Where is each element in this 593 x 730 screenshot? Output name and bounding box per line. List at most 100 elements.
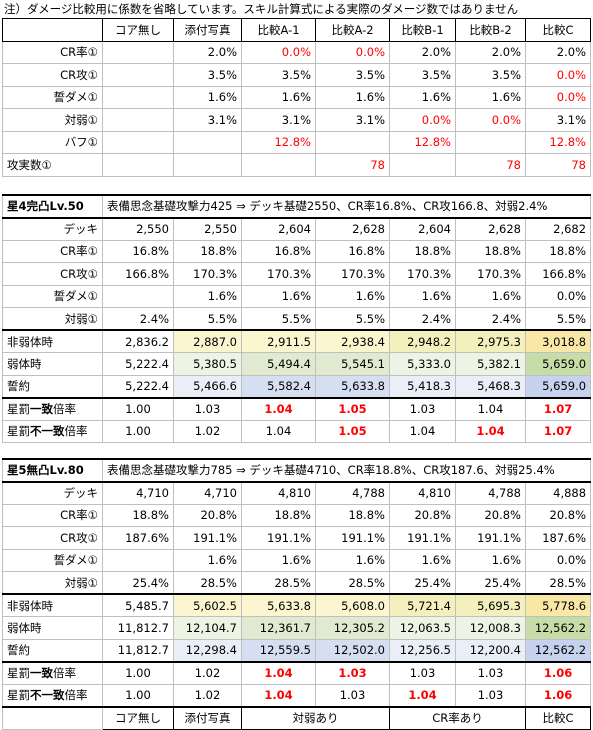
value-cell: 191.1% xyxy=(389,526,456,550)
calc-row: 非弱体時 2,836.2 2,887.0 2,911.5 2,938.4 2,948.2 2… xyxy=(2,329,592,353)
ratio-label-suffix: 倍率 xyxy=(53,666,76,680)
value-cell xyxy=(102,85,174,109)
calc-cell: 5,721.4 xyxy=(389,593,456,617)
value-cell: 170.3% xyxy=(241,262,316,286)
column-header: 比較A-1 xyxy=(241,18,316,42)
value-cell: 1.6% xyxy=(389,284,456,308)
value-cell: 28.5% xyxy=(524,571,592,595)
value-cell: 2.0% xyxy=(455,40,526,64)
calc-cell: 2,948.2 xyxy=(389,329,456,353)
ratio-label-prefix: 星罰 xyxy=(7,688,30,702)
value-cell: 187.6% xyxy=(102,526,174,550)
calc-cell: 5,380.5 xyxy=(173,352,242,376)
value-cell xyxy=(173,153,242,177)
value-cell: 2,604 xyxy=(389,216,456,241)
section-title-row: 星5無凸Lv.80 表備思念基礎攻撃力785 ⇒ デッキ基礎4710、CR率18.… xyxy=(2,458,592,482)
value-cell: 28.5% xyxy=(241,571,316,595)
value-cell: 18.8% xyxy=(455,239,526,263)
value-cell: 18.8% xyxy=(524,239,592,263)
column-header: 比較C xyxy=(525,18,591,42)
note-text: 注）ダメージ比較用に係数を省略しています。スキル計算式による実際のダメージ数では… xyxy=(4,2,519,16)
value-cell xyxy=(102,130,174,154)
ratio-cell: 1.07 xyxy=(524,419,592,443)
row-label: 誓約 xyxy=(2,374,103,398)
row-label: CR率① xyxy=(2,40,103,64)
ratio-cell: 1.04 xyxy=(241,396,316,421)
value-cell: 0.0% xyxy=(241,40,316,64)
table-row: 対弱① 3.1% 3.1% 3.1% 0.0% 0.0% 3.1% xyxy=(2,108,591,132)
row-label: CR率① xyxy=(2,503,103,527)
ratio-cell: 1.02 xyxy=(173,683,242,707)
row-label: 弱体時 xyxy=(2,352,103,376)
star4-table: 星4完凸Lv.50 表備思念基礎攻撃力425 ⇒ デッキ基礎2550、CR率16.… xyxy=(2,194,592,443)
value-cell: 1.6% xyxy=(389,548,456,572)
row-label: デッキ xyxy=(2,480,103,505)
value-cell xyxy=(173,130,242,154)
value-cell: 16.8% xyxy=(315,239,390,263)
calc-cell: 12,256.5 xyxy=(389,638,456,662)
value-cell: 20.8% xyxy=(173,503,242,527)
value-cell: 191.1% xyxy=(241,526,316,550)
table-row: デッキ 2,550 2,550 2,604 2,628 2,604 2,628 2,682 xyxy=(2,216,592,241)
ratio-label-key: 一致 xyxy=(30,402,53,416)
table-row: CR攻① 3.5% 3.5% 3.5% 3.5% 3.5% 0.0% xyxy=(2,63,591,87)
value-cell: 2.0% xyxy=(173,40,242,64)
value-cell: 5.5% xyxy=(173,307,242,331)
calc-cell: 5,333.0 xyxy=(389,352,456,376)
row-label: CR攻① xyxy=(2,262,103,286)
value-cell: 18.8% xyxy=(241,503,316,527)
value-cell: 3.1% xyxy=(241,108,316,132)
value-cell: 5.5% xyxy=(524,307,592,331)
footer-label: 比較C xyxy=(524,705,592,730)
value-cell: 2,550 xyxy=(102,216,174,241)
value-cell: 28.5% xyxy=(315,571,390,595)
value-cell xyxy=(102,108,174,132)
value-cell: 0.0% xyxy=(315,40,390,64)
ratio-cell: 1.06 xyxy=(524,660,592,685)
ratio-cell: 1.02 xyxy=(173,419,242,443)
value-cell: 2.4% xyxy=(102,307,174,331)
value-cell: 0.0% xyxy=(389,108,456,132)
calc-cell: 11,812.7 xyxy=(102,616,174,640)
row-label: CR攻① xyxy=(2,526,103,550)
calc-row: 非弱体時 5,485.7 5,602.5 5,633.8 5,608.0 5,721.4 5… xyxy=(2,593,592,617)
calc-row: 弱体時 11,812.7 12,104.7 12,361.7 12,305.2 12,06… xyxy=(2,616,592,640)
value-cell: 1.6% xyxy=(173,284,242,308)
value-cell: 25.4% xyxy=(455,571,526,595)
calc-row: 誓約 11,812.7 12,298.4 12,559.5 12,502.0 12,256… xyxy=(2,638,592,662)
calc-cell: 2,887.0 xyxy=(173,329,242,353)
calc-cell: 5,659.0 xyxy=(524,374,592,398)
calc-cell: 5,582.4 xyxy=(241,374,316,398)
row-label: 誓ダメ① xyxy=(2,548,103,572)
value-cell: 20.8% xyxy=(389,503,456,527)
ratio-label-suffix: 倍率 xyxy=(53,402,76,416)
value-cell: 4,810 xyxy=(241,480,316,505)
value-cell: 0.0% xyxy=(455,108,526,132)
section-info: 表備思念基礎攻撃力785 ⇒ デッキ基礎4710、CR率18.8%、CR攻187… xyxy=(101,458,592,482)
calc-cell: 5,608.0 xyxy=(315,593,390,617)
value-cell: 187.6% xyxy=(524,526,592,550)
calc-cell: 5,382.1 xyxy=(455,352,526,376)
value-cell: 2.0% xyxy=(389,40,456,64)
calc-row: 誓約 5,222.4 5,466.6 5,582.4 5,633.8 5,418.3 5,4… xyxy=(2,374,592,398)
value-cell: 1.6% xyxy=(241,548,316,572)
value-cell: 1.6% xyxy=(241,85,316,109)
row-label: 弱体時 xyxy=(2,616,103,640)
header-row: コア無し 添付写真 比較A-1 比較A-2 比較B-1 比較B-2 比較C xyxy=(2,18,591,42)
value-cell: 78 xyxy=(455,153,526,177)
value-cell: 20.8% xyxy=(524,503,592,527)
value-cell: 1.6% xyxy=(455,548,526,572)
value-cell xyxy=(389,153,456,177)
value-cell: 3.5% xyxy=(173,63,242,87)
value-cell: 4,710 xyxy=(102,480,174,505)
column-header: 比較A-2 xyxy=(315,18,390,42)
value-cell: 3.5% xyxy=(455,63,526,87)
value-cell: 12.8% xyxy=(525,130,591,154)
value-cell: 1.6% xyxy=(455,284,526,308)
value-cell: 78 xyxy=(315,153,390,177)
column-header: 比較B-2 xyxy=(455,18,526,42)
table-row: 対弱① 2.4% 5.5% 5.5% 5.5% 2.4% 2.4% 5.5% xyxy=(2,307,592,331)
value-cell: 2,628 xyxy=(455,216,526,241)
ratio-cell: 1.03 xyxy=(389,396,456,421)
value-cell: 1.6% xyxy=(455,85,526,109)
